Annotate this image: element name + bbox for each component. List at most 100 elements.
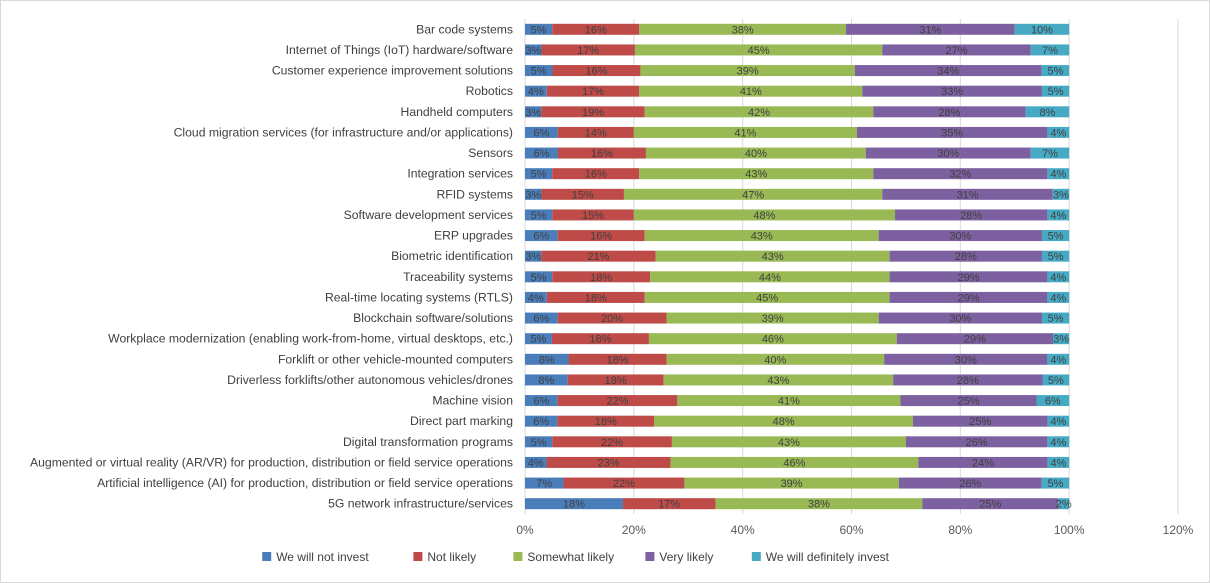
data-label: 25%	[957, 396, 979, 408]
bar-segment	[525, 333, 552, 345]
data-label: 30%	[949, 231, 971, 243]
bar-segment	[622, 498, 716, 510]
data-label: 25%	[979, 499, 1001, 511]
data-label: 18%	[585, 292, 607, 304]
data-label: 44%	[759, 272, 781, 284]
bar-segment	[895, 209, 1048, 221]
category-label: 5G network infrastructure/services	[328, 497, 513, 511]
data-label: 18%	[563, 499, 585, 511]
data-label: 5%	[1048, 375, 1064, 387]
x-tick-label: 40%	[731, 523, 755, 537]
data-label: 21%	[587, 251, 609, 263]
data-label: 5%	[1048, 251, 1064, 263]
bar-segment	[552, 271, 651, 283]
data-label: 4%	[528, 292, 544, 304]
bar-segment	[1030, 147, 1070, 159]
bar-segment	[552, 65, 641, 77]
category-label: Cloud migration services (for infrastruc…	[174, 125, 513, 139]
data-label: 16%	[585, 24, 607, 36]
bar-segment	[557, 230, 645, 242]
bar-segment	[525, 271, 553, 283]
data-label: 39%	[762, 313, 784, 325]
bar-segment	[873, 168, 1048, 180]
data-label: 31%	[956, 189, 978, 201]
bar-segment	[546, 456, 671, 468]
bar-segment	[525, 477, 564, 489]
bar-segment	[896, 333, 1054, 345]
data-label: 43%	[751, 231, 773, 243]
data-label: 8%	[539, 354, 555, 366]
data-label: 40%	[764, 354, 786, 366]
category-label: Biometric identification	[391, 249, 513, 263]
category-label: Software development services	[344, 208, 513, 222]
data-label: 6%	[533, 313, 549, 325]
data-label: 16%	[585, 169, 607, 181]
data-label: 6%	[533, 396, 549, 408]
bar-segment	[1041, 85, 1070, 97]
bar-segment	[862, 85, 1042, 97]
data-label: 46%	[783, 457, 805, 469]
data-label: 14%	[585, 127, 607, 139]
bar-segment	[525, 498, 623, 510]
data-label: 30%	[949, 313, 971, 325]
data-label: 4%	[528, 457, 544, 469]
data-label: 3%	[525, 107, 541, 119]
data-label: 5%	[1047, 66, 1063, 78]
bar-segment	[541, 250, 656, 262]
data-label: 23%	[597, 457, 619, 469]
bar-segment	[856, 126, 1048, 138]
bar-segment	[639, 168, 874, 180]
data-label: 39%	[737, 66, 759, 78]
data-label: 45%	[748, 45, 770, 57]
bar-segment	[525, 250, 542, 262]
bar-segment	[525, 395, 558, 407]
data-label: 4%	[1050, 416, 1066, 428]
data-label: 5%	[1047, 478, 1063, 490]
data-label: 5%	[531, 437, 547, 449]
data-label: 3%	[1053, 334, 1069, 346]
data-label: 4%	[1050, 210, 1066, 222]
bar-segment	[922, 498, 1059, 510]
data-label: 4%	[1050, 127, 1066, 139]
data-label: 45%	[756, 292, 778, 304]
bar-segment	[1047, 209, 1070, 221]
category-label: Artificial intelligence (AI) for product…	[97, 476, 513, 490]
bar-segment	[557, 312, 667, 324]
data-label: 42%	[748, 107, 770, 119]
bar-segment	[546, 85, 640, 97]
category-label: Customer experience improvement solution…	[272, 64, 513, 78]
category-label: ERP upgrades	[434, 229, 513, 243]
bar-segment	[663, 374, 894, 386]
data-label: 18%	[590, 272, 612, 284]
data-label: 43%	[762, 251, 784, 263]
data-label: 5%	[531, 66, 547, 78]
bar-segment	[1041, 312, 1070, 324]
bar-segment	[1053, 333, 1070, 345]
bar-segment	[654, 415, 913, 427]
data-label: 32%	[949, 169, 971, 181]
data-label: 5%	[1048, 313, 1064, 325]
data-label: 30%	[955, 354, 977, 366]
data-label: 5%	[531, 24, 547, 36]
data-label: 29%	[964, 334, 986, 346]
bar-segment	[623, 188, 883, 200]
bar-segment	[666, 312, 879, 324]
data-label: 3%	[525, 45, 541, 57]
bar-segment	[525, 415, 558, 427]
bar-segment	[525, 23, 553, 35]
bar-segment	[525, 168, 553, 180]
bar-segment	[684, 477, 899, 489]
data-label: 2%	[1056, 499, 1072, 511]
data-label: 8%	[1039, 107, 1055, 119]
bar-segment	[525, 436, 553, 448]
legend-label: We will definitely invest	[766, 550, 890, 564]
bar-segment	[1047, 168, 1070, 180]
category-label: Robotics	[466, 84, 513, 98]
data-label: 4%	[1050, 354, 1066, 366]
x-tick-label: 120%	[1163, 523, 1194, 537]
category-label: Real-time locating systems (RTLS)	[325, 290, 513, 304]
bar-segment	[552, 23, 640, 35]
bar-segment	[644, 230, 879, 242]
bar-segment	[525, 188, 542, 200]
